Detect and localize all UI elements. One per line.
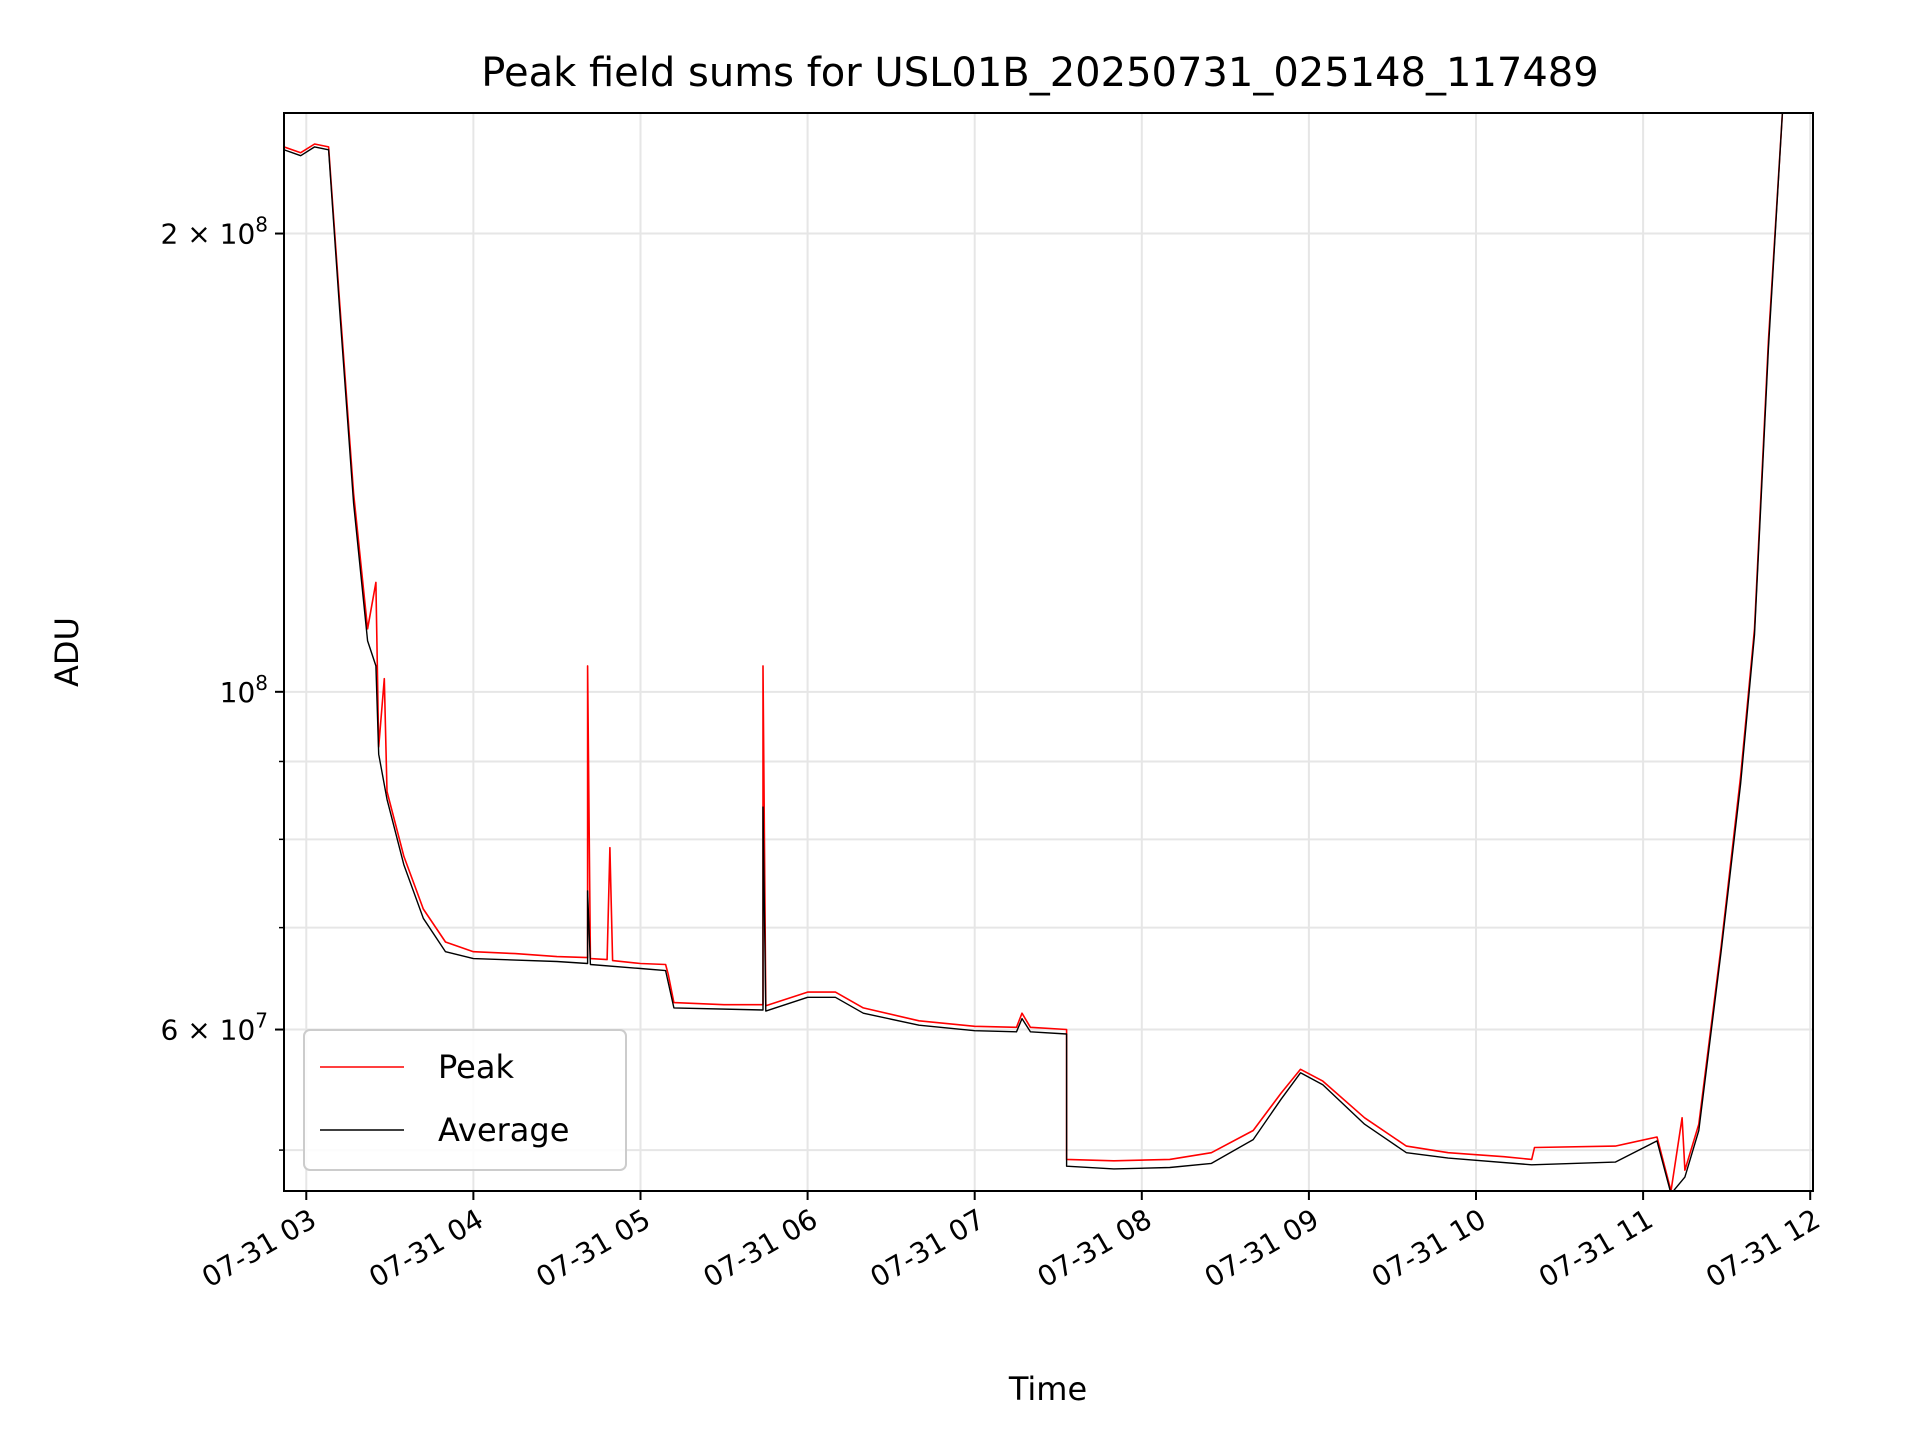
y-tick-exponent: 8	[255, 671, 268, 695]
series-line-peak	[284, 113, 1784, 1191]
y-tick-label: 2 × 108	[161, 213, 268, 251]
legend-label-average: Average	[438, 1111, 569, 1149]
x-axis-label: Time	[1008, 1370, 1087, 1408]
grid	[284, 113, 1813, 1191]
legend-box	[303, 1029, 627, 1171]
y-tick-base: 10	[220, 676, 256, 709]
plot-frame	[283, 112, 1814, 1192]
chart-title: Peak field sums for USL01B_20250731_0251…	[481, 50, 1598, 96]
y-tick-exponent: 8	[255, 213, 268, 237]
legend: Peak Average	[303, 1029, 627, 1171]
y-tick-label: 108	[220, 671, 268, 709]
y-axis-label: ADU	[48, 617, 86, 687]
series-line-average	[284, 113, 1784, 1191]
y-tick-label: 6 × 107	[161, 1009, 268, 1047]
y-tick-base: 6 × 10	[161, 1014, 256, 1047]
y-tick-exponent: 7	[255, 1009, 268, 1033]
y-tick-base: 2 × 10	[161, 218, 256, 251]
legend-label-peak: Peak	[438, 1048, 514, 1086]
series-layer	[284, 113, 1784, 1191]
